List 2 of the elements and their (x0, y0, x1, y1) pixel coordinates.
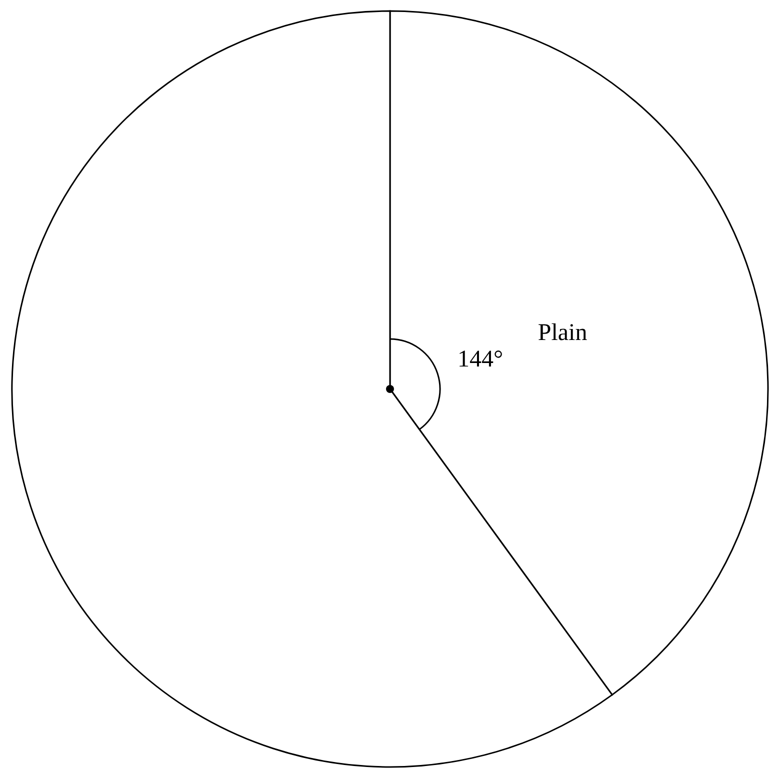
text: 144° (458, 346, 504, 373)
slice-label: Plain (538, 320, 588, 346)
